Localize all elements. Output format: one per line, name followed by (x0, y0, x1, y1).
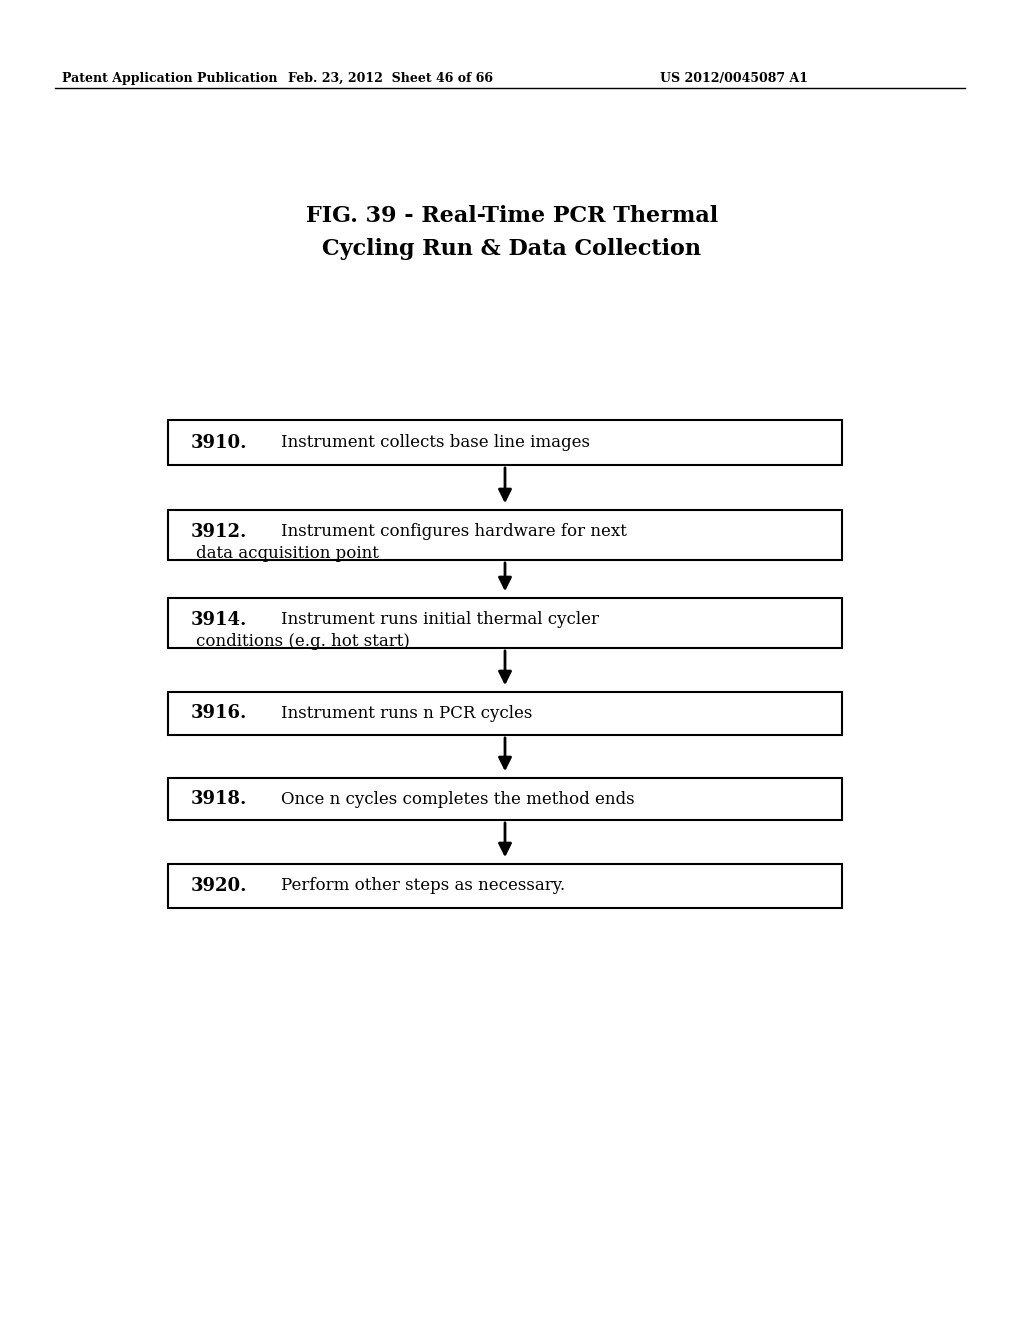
Text: Instrument collects base line images: Instrument collects base line images (281, 434, 590, 451)
Text: 3910.: 3910. (190, 433, 247, 451)
Text: Instrument runs initial thermal cycler: Instrument runs initial thermal cycler (281, 611, 599, 628)
Bar (168, 777, 842, 820)
Text: 3918.: 3918. (190, 789, 247, 808)
Bar (168, 692, 842, 735)
Text: 3916.: 3916. (190, 705, 247, 722)
Text: conditions (e.g. hot start): conditions (e.g. hot start) (196, 634, 410, 651)
Text: 3914.: 3914. (190, 611, 247, 630)
Text: Instrument configures hardware for next: Instrument configures hardware for next (281, 523, 627, 540)
Bar (168, 865, 842, 908)
Bar (168, 510, 842, 560)
Bar (168, 598, 842, 648)
Text: data acquisition point: data acquisition point (196, 545, 379, 562)
Text: 3920.: 3920. (190, 876, 247, 895)
Text: Instrument runs n PCR cycles: Instrument runs n PCR cycles (281, 705, 532, 722)
Text: US 2012/0045087 A1: US 2012/0045087 A1 (660, 73, 808, 84)
Text: FIG. 39 - Real-Time PCR Thermal: FIG. 39 - Real-Time PCR Thermal (306, 205, 718, 227)
Text: Feb. 23, 2012  Sheet 46 of 66: Feb. 23, 2012 Sheet 46 of 66 (288, 73, 493, 84)
Bar (168, 420, 842, 465)
Text: Once n cycles completes the method ends: Once n cycles completes the method ends (281, 791, 634, 808)
Text: Cycling Run & Data Collection: Cycling Run & Data Collection (323, 238, 701, 260)
Text: Patent Application Publication: Patent Application Publication (62, 73, 278, 84)
Text: 3912.: 3912. (190, 523, 247, 541)
Text: Perform other steps as necessary.: Perform other steps as necessary. (281, 878, 565, 895)
